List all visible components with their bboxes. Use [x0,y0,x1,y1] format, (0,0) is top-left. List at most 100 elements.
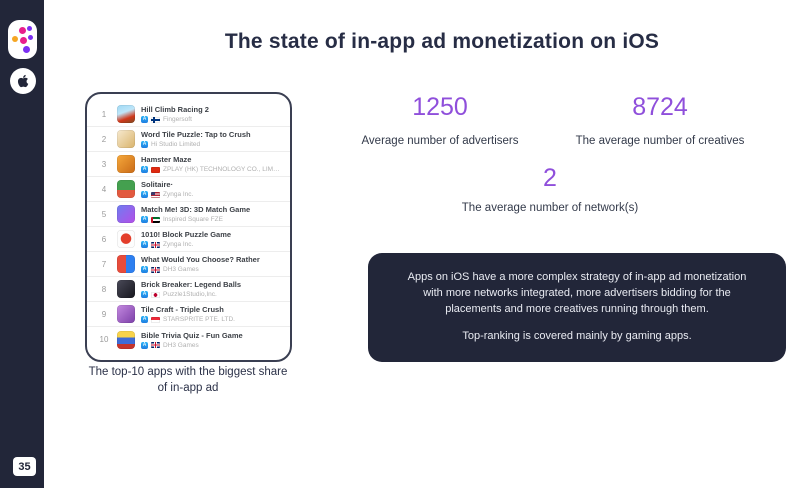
appstore-icon: A [141,266,148,273]
flag-icon-china [151,166,160,173]
app-name: Hamster Maze [141,155,192,164]
appstore-icon: A [141,341,148,349]
flag-icon-finland [151,116,160,123]
app-info: 1010! Block Puzzle Game A Zynga Inc. [141,230,231,248]
list-item[interactable]: 1 Hill Climb Racing 2 A Fingersoft [87,102,290,127]
publisher-row: A DH3 Games [141,266,260,273]
publisher-name: DH3 Games [163,266,199,273]
app-icon [117,305,135,323]
app-info: Bible Trivia Quiz - Fun Game A DH3 Games [141,331,243,349]
list-item[interactable]: 5 Match Me! 3D: 3D Match Game A Inspired Sq… [87,202,290,227]
list-item[interactable]: 9 Tile Craft - Triple Crush A STARSPRITE PT… [87,302,290,327]
appstore-icon: A [141,291,148,298]
list-item[interactable]: 10 Bible Trivia Quiz - Fun Game A DH3 Games [87,327,290,352]
top-apps-list-panel: 1 Hill Climb Racing 2 A Fingersoft 2 Word Til… [85,92,292,362]
appstore-icon: A [141,141,148,148]
flag-icon-uae [151,216,160,223]
list-item[interactable]: 2 Word Tile Puzzle: Tap to Crush A Hi Studi… [87,127,290,152]
app-info: Word Tile Puzzle: Tap to Crush A Hi Studio… [141,130,251,148]
list-item[interactable]: 7 What Would You Choose? Rather A DH3 Games [87,252,290,277]
app-name: Bible Trivia Quiz - Fun Game [141,330,243,340]
publisher-name: Puzzle1Studio,Inc. [163,291,217,298]
stat-creatives-value: 8724 [632,93,688,121]
app-icon [117,205,135,223]
appstore-icon: A [141,116,148,123]
app-icon [117,230,135,248]
insight-box: Apps on iOS have a more complex strategy… [368,253,786,362]
rank-number: 10 [99,335,109,344]
page-number-badge: 35 [13,457,36,476]
list-item[interactable]: 4 Solitaire· A Zynga Inc. [87,177,290,202]
app-info: Hamster Maze A ZPLAY (HK) TECHNOLOGY CO., … [141,155,280,173]
publisher-name: Fingersoft [163,116,192,123]
logo-dot [27,26,32,31]
app-name: Hill Climb Racing 2 [141,105,209,114]
list-item[interactable]: 3 Hamster Maze A ZPLAY (HK) TECHNOLOGY CO.,… [87,152,290,177]
publisher-row: A Inspired Square FZE [141,216,250,223]
stat-networks-value: 2 [543,164,557,192]
appstore-icon: A [141,166,148,173]
appstore-icon: A [141,216,148,223]
app-icon [117,105,135,123]
publisher-name: ZPLAY (HK) TECHNOLOGY CO., LIMITED [163,166,280,173]
flag-icon-japan [151,291,160,298]
publisher-row: A Zynga Inc. [141,191,193,198]
publisher-row: A Puzzle1Studio,Inc. [141,291,241,298]
rank-number: 5 [101,209,107,219]
logo-dot [23,46,30,53]
app-info: Solitaire· A Zynga Inc. [141,180,193,198]
appmagic-logo-icon[interactable] [8,20,37,59]
stat-creatives-label: The average number of creatives [575,135,745,147]
list-item[interactable]: 8 Brick Breaker: Legend Balls A Puzzle1Stud… [87,277,290,302]
rank-number: 9 [101,309,107,319]
rank-number: 4 [101,184,107,194]
rank-number: 7 [101,259,107,269]
rank-number: 8 [101,284,107,294]
app-icon [117,155,135,173]
stats-row: 1250 Average number of advertisers 8724 … [330,93,770,147]
page-title: The state of in-app ad monetization on i… [224,30,660,53]
publisher-row: A Hi Studio Limited [141,141,251,148]
logo-dot [20,37,27,44]
app-info: Match Me! 3D: 3D Match Game A Inspired Squ… [141,205,250,223]
app-list-caption: The top-10 apps with the biggest share o… [88,366,288,394]
rank-number: 2 [101,134,107,144]
app-icon [117,130,135,148]
app-name: 1010! Block Puzzle Game [141,230,232,239]
publisher-name: Hi Studio Limited [151,141,201,148]
app-name: Tile Craft - Triple Crush [141,305,224,314]
app-info: What Would You Choose? Rather A DH3 Games [141,255,260,273]
rank-number: 1 [101,109,107,119]
logo-dot [19,27,26,34]
publisher-row: A STARSPRITE PTE. LTD. [141,316,235,323]
stat-advertisers-value: 1250 [412,93,468,121]
appstore-icon: A [141,241,148,248]
app-icon [117,255,135,273]
insight-paragraph-1: Apps on iOS have a more complex strategy… [407,271,747,315]
publisher-name: Zynga Inc. [163,241,194,248]
publisher-row: A ZPLAY (HK) TECHNOLOGY CO., LIMITED [141,166,280,173]
app-icon [117,180,135,198]
app-name: Solitaire· [141,180,174,189]
app-name: Brick Breaker: Legend Balls [141,280,242,289]
flag-icon-singapore [151,316,160,323]
publisher-name: Zynga Inc. [163,191,194,198]
app-name: What Would You Choose? Rather [141,255,260,264]
publisher-name: DH3 Games [163,341,199,349]
apple-platform-icon[interactable] [10,68,36,94]
sidebar: 35 [0,0,44,488]
app-list: 1 Hill Climb Racing 2 A Fingersoft 2 Word Til… [87,102,290,352]
stat-networks-label: The average number of network(s) [461,202,639,214]
list-item[interactable]: 6 1010! Block Puzzle Game A Zynga Inc. [87,227,290,252]
publisher-row: A Fingersoft [141,116,209,123]
publisher-name: Inspired Square FZE [163,216,223,223]
app-info: Brick Breaker: Legend Balls A Puzzle1Studi… [141,280,241,298]
flag-icon-uk [151,266,160,273]
app-name: Match Me! 3D: 3D Match Game [141,205,251,214]
stat-networks: 2 The average number of network(s) [330,164,770,214]
rank-number: 6 [101,234,107,244]
insight-paragraph-2: Top-ranking is covered mainly by gaming … [462,330,692,343]
publisher-name: STARSPRITE PTE. LTD. [163,316,235,323]
publisher-row: A Zynga Inc. [141,241,231,248]
